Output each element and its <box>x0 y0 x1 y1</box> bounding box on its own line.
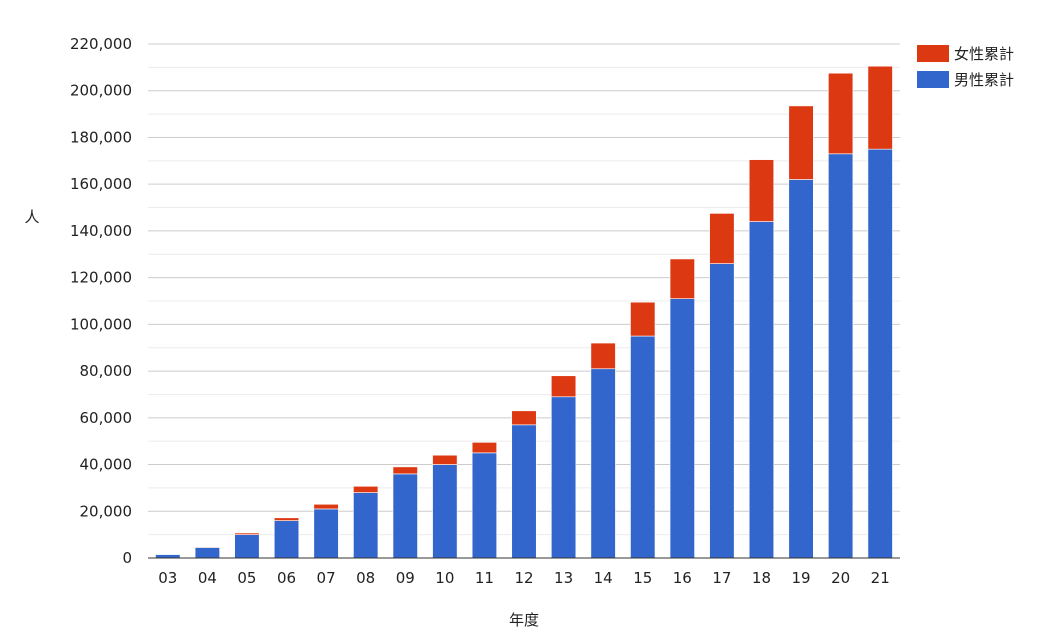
bar-female <box>551 375 577 398</box>
bar-male <box>551 396 577 559</box>
x-tick-label: 18 <box>752 569 771 587</box>
bars <box>155 65 893 559</box>
y-tick-label: 40,000 <box>80 456 133 474</box>
x-tick-label: 16 <box>673 569 692 587</box>
bar-female <box>630 301 656 337</box>
x-tick-label: 11 <box>475 569 494 587</box>
bar-male <box>234 534 260 559</box>
bar-male <box>432 464 458 559</box>
legend-label-male: 男性累計 <box>954 70 1015 89</box>
bar-female <box>748 159 775 222</box>
y-tick-label: 180,000 <box>70 128 132 146</box>
bar-male <box>630 335 656 559</box>
x-tick-label: 10 <box>435 569 454 587</box>
bar-male <box>590 368 616 559</box>
bar-male <box>828 153 854 559</box>
bar-female <box>313 503 339 510</box>
bar-male <box>313 508 339 559</box>
bar-male <box>194 547 220 559</box>
x-tick-label: 20 <box>831 569 850 587</box>
y-tick-label: 140,000 <box>70 222 132 240</box>
bar-female <box>511 410 537 426</box>
bar-male <box>748 221 775 559</box>
y-tick-label: 200,000 <box>70 82 132 100</box>
y-tick-label: 120,000 <box>70 269 132 287</box>
x-tick-label: 07 <box>317 569 336 587</box>
legend: 女性累計 男性累計 <box>917 40 1014 92</box>
x-tick-label: 05 <box>237 569 256 587</box>
x-tick-label: 13 <box>554 569 573 587</box>
bar-female <box>353 485 379 493</box>
x-tick-label: 19 <box>792 569 811 587</box>
x-tick-label: 08 <box>356 569 375 587</box>
bar-female <box>471 442 497 454</box>
bar-female <box>669 258 695 299</box>
bar-female <box>590 342 616 370</box>
axes: 0 20,000 40,000 60,000 80,000 100,000 120,000 1… <box>70 35 900 587</box>
bar-female <box>788 105 814 180</box>
x-axis-title: 年度 <box>509 611 539 629</box>
y-tick-label: 220,000 <box>70 35 132 53</box>
legend-swatch-female <box>917 44 949 62</box>
x-tick-label: 09 <box>396 569 415 587</box>
x-tick-label: 12 <box>514 569 533 587</box>
x-tick-label: 17 <box>712 569 731 587</box>
y-tick-label: 160,000 <box>70 175 132 193</box>
bar-male <box>709 263 735 559</box>
bar-female <box>194 546 220 548</box>
x-tick-label: 21 <box>871 569 890 587</box>
bar-male <box>353 492 379 559</box>
bar-female <box>709 213 735 264</box>
y-tick-label: 80,000 <box>80 362 133 380</box>
x-tick-label: 14 <box>594 569 613 587</box>
bar-male <box>511 424 537 559</box>
bar-male <box>471 452 497 559</box>
y-axis-title: 人 <box>24 208 39 226</box>
bar-female <box>273 517 300 521</box>
x-tick-label: 03 <box>158 569 177 587</box>
bar-female <box>867 65 893 150</box>
bar-female <box>392 466 418 475</box>
bar-male <box>669 298 695 559</box>
bar-male <box>788 179 814 559</box>
bar-female <box>234 532 260 535</box>
y-tick-label: 60,000 <box>80 409 133 427</box>
legend-item-male[interactable]: 男性累計 <box>917 66 1014 92</box>
y-tick-label: 20,000 <box>80 502 133 520</box>
legend-label-female: 女性累計 <box>954 44 1015 63</box>
bar-male <box>273 520 300 559</box>
x-tick-label: 06 <box>277 569 296 587</box>
y-tick-label: 100,000 <box>70 315 132 333</box>
y-tick-label: 0 <box>122 549 132 567</box>
legend-swatch-male <box>917 70 949 88</box>
bar-male <box>392 473 418 559</box>
bar-male <box>155 554 181 559</box>
bar-male <box>867 148 893 559</box>
bar-female <box>432 454 458 465</box>
x-tick-label: 04 <box>198 569 217 587</box>
x-tick-label: 15 <box>633 569 652 587</box>
legend-item-female[interactable]: 女性累計 <box>917 40 1014 66</box>
bar-female <box>828 72 854 155</box>
